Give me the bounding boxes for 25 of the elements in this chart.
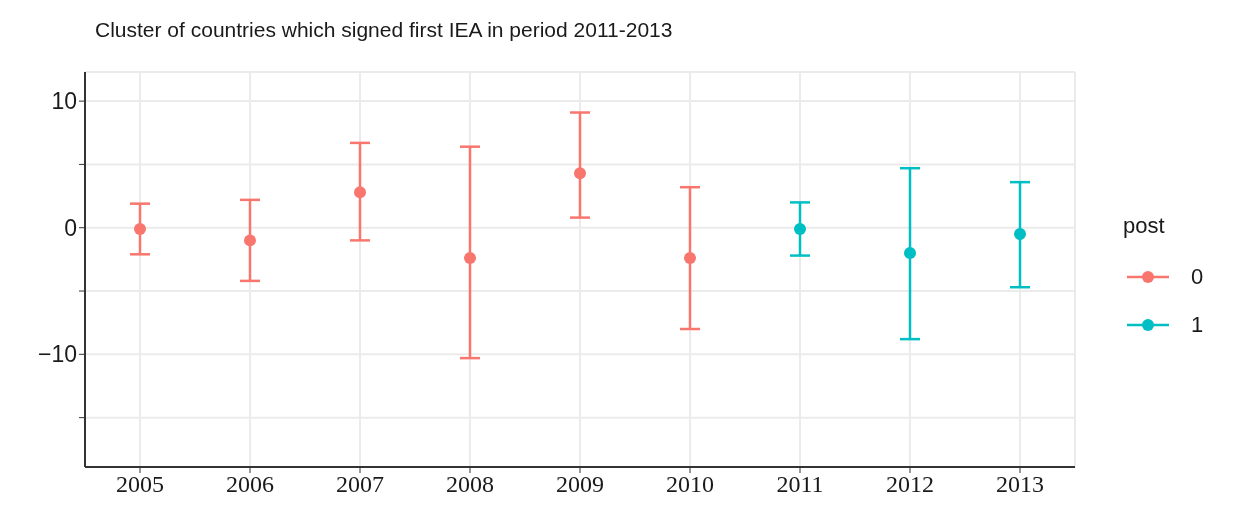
point [354,186,366,199]
legend-label: 1 [1191,312,1204,338]
x-tick-label: 2007 [336,471,384,498]
y-tick-label: 10 [51,88,77,115]
x-tick-label: 2009 [556,471,604,498]
x-tick-label: 2006 [226,471,274,498]
point [794,222,806,235]
legend-label: 0 [1191,264,1204,290]
x-tick-label: 2010 [666,471,714,498]
y-tick-label: −10 [37,341,77,368]
x-tick-label: 2008 [446,471,494,498]
point [684,252,696,265]
point [464,252,476,265]
point [1014,228,1026,241]
x-tick-label: 2013 [996,471,1044,498]
x-tick-label: 2012 [886,471,934,498]
point [134,222,146,235]
x-tick-label: 2011 [776,471,824,498]
point [904,247,916,260]
x-tick-label: 2005 [116,471,164,498]
legend-title: post [1123,213,1166,239]
point [244,234,256,247]
point [574,167,586,180]
chart-title: Cluster of countries which signed first IEA in period 2011-2013 [95,18,673,42]
y-tick-label: 0 [64,214,77,241]
